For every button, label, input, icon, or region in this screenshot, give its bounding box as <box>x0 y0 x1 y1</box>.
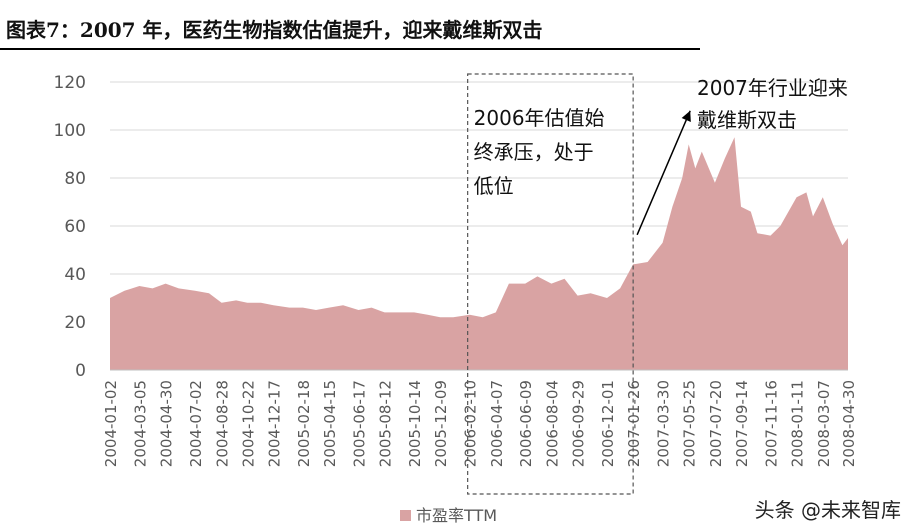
y-tick-label: 80 <box>64 169 86 189</box>
x-tick-label: 2005-12-09 <box>432 380 450 467</box>
annotation-2006-text: 终承压，处于 <box>474 140 594 164</box>
x-tick-label: 2004-01-02 <box>102 380 120 467</box>
annotation-arrow-head <box>681 110 691 122</box>
x-tick-label: 2006-02-10 <box>462 380 480 467</box>
x-tick-label: 2006-06-09 <box>517 380 535 467</box>
x-tick-label: 2006-09-29 <box>570 380 588 467</box>
x-tick-label: 2004-12-17 <box>265 380 283 467</box>
x-tick-label: 2006-04-07 <box>488 380 506 467</box>
annotation-2006-text: 2006年估值始 <box>474 106 605 130</box>
x-tick-label: 2004-07-02 <box>187 380 205 467</box>
x-tick-label: 2007-09-14 <box>733 380 751 467</box>
x-tick-label: 2007-11-16 <box>762 380 780 467</box>
x-tick-label: 2004-04-30 <box>158 380 176 467</box>
x-tick-label: 2004-08-28 <box>214 380 232 467</box>
x-tick-label: 2007-07-20 <box>707 380 725 467</box>
x-tick-label: 2007-05-25 <box>681 380 699 467</box>
annotation-2007-text: 戴维斯双击 <box>697 108 797 132</box>
figure-title: 图表7：2007 年，医药生物指数估值提升，迎来戴维斯双击 <box>6 18 543 42</box>
y-tick-label: 0 <box>75 361 86 381</box>
x-tick-label: 2007-01-26 <box>625 380 643 467</box>
y-tick-label: 120 <box>54 73 86 93</box>
x-tick-label: 2008-03-07 <box>815 380 833 467</box>
x-tick-label: 2005-08-12 <box>377 380 395 467</box>
y-tick-label: 100 <box>54 121 86 141</box>
x-tick-label: 2004-03-05 <box>131 380 149 467</box>
x-tick-label: 2005-02-18 <box>295 380 313 467</box>
y-tick-label: 20 <box>64 313 86 333</box>
x-tick-label: 2007-03-30 <box>655 380 673 467</box>
annotation-arrow-line <box>636 110 691 236</box>
legend-swatch <box>400 510 411 521</box>
annotation-2007-text: 2007年行业迎来 <box>697 76 848 100</box>
x-tick-label: 2006-12-01 <box>599 380 617 467</box>
y-tick-label: 40 <box>64 265 86 285</box>
title-underline <box>0 48 700 50</box>
x-tick-label: 2008-04-30 <box>840 380 858 467</box>
x-tick-label: 2008-01-11 <box>789 380 807 467</box>
legend-label: 市盈率TTM <box>416 506 497 525</box>
y-tick-label: 60 <box>64 217 86 237</box>
x-tick-label: 2004-10-22 <box>239 380 257 467</box>
watermark: 头条 @未来智库 <box>754 498 901 522</box>
x-tick-label: 2005-04-15 <box>321 380 339 467</box>
pe-area-series <box>110 137 848 370</box>
x-tick-label: 2005-06-17 <box>350 380 368 467</box>
annotation-2006-text: 低位 <box>474 174 514 198</box>
x-tick-label: 2006-08-04 <box>543 380 561 467</box>
x-tick-label: 2005-10-14 <box>406 380 424 467</box>
annotation-dashed-box <box>467 73 634 495</box>
